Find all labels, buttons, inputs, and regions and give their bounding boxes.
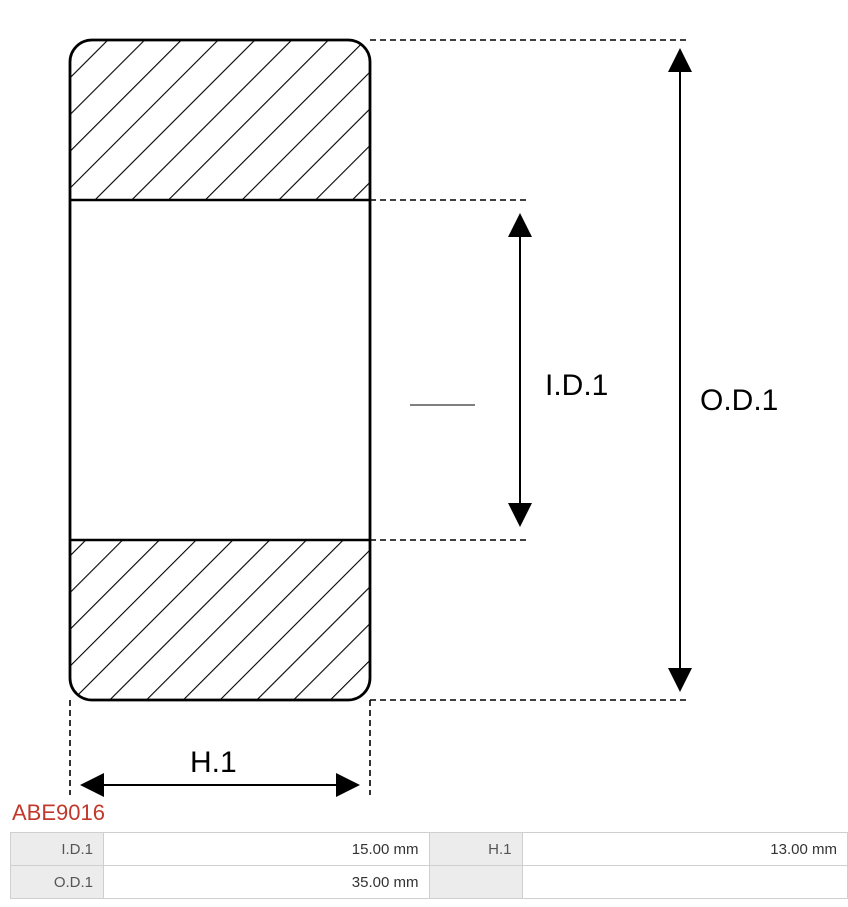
label-od1: O.D.1 [700,384,778,417]
spec-value: 13.00 mm [522,833,848,866]
table-row: I.D.1 15.00 mm H.1 13.00 mm [11,833,848,866]
spec-label: O.D.1 [11,866,104,899]
spec-table: I.D.1 15.00 mm H.1 13.00 mm O.D.1 35.00 … [10,832,848,899]
spec-value: 15.00 mm [104,833,430,866]
technical-diagram: I.D.1 O.D.1 H.1 [0,0,848,800]
spec-value: 35.00 mm [104,866,430,899]
spec-label: I.D.1 [11,833,104,866]
label-id1: I.D.1 [545,369,608,402]
hatch-bottom [70,540,370,700]
label-h1: H.1 [190,746,237,779]
page: I.D.1 O.D.1 H.1 ABE9016 I.D.1 15.00 mm H… [0,0,848,899]
table-row: O.D.1 35.00 mm [11,866,848,899]
part-code: ABE9016 [0,800,848,832]
spec-label [429,866,522,899]
hatch-top [70,40,370,200]
spec-label: H.1 [429,833,522,866]
diagram-svg: I.D.1 O.D.1 H.1 [0,0,848,800]
spec-value [522,866,848,899]
